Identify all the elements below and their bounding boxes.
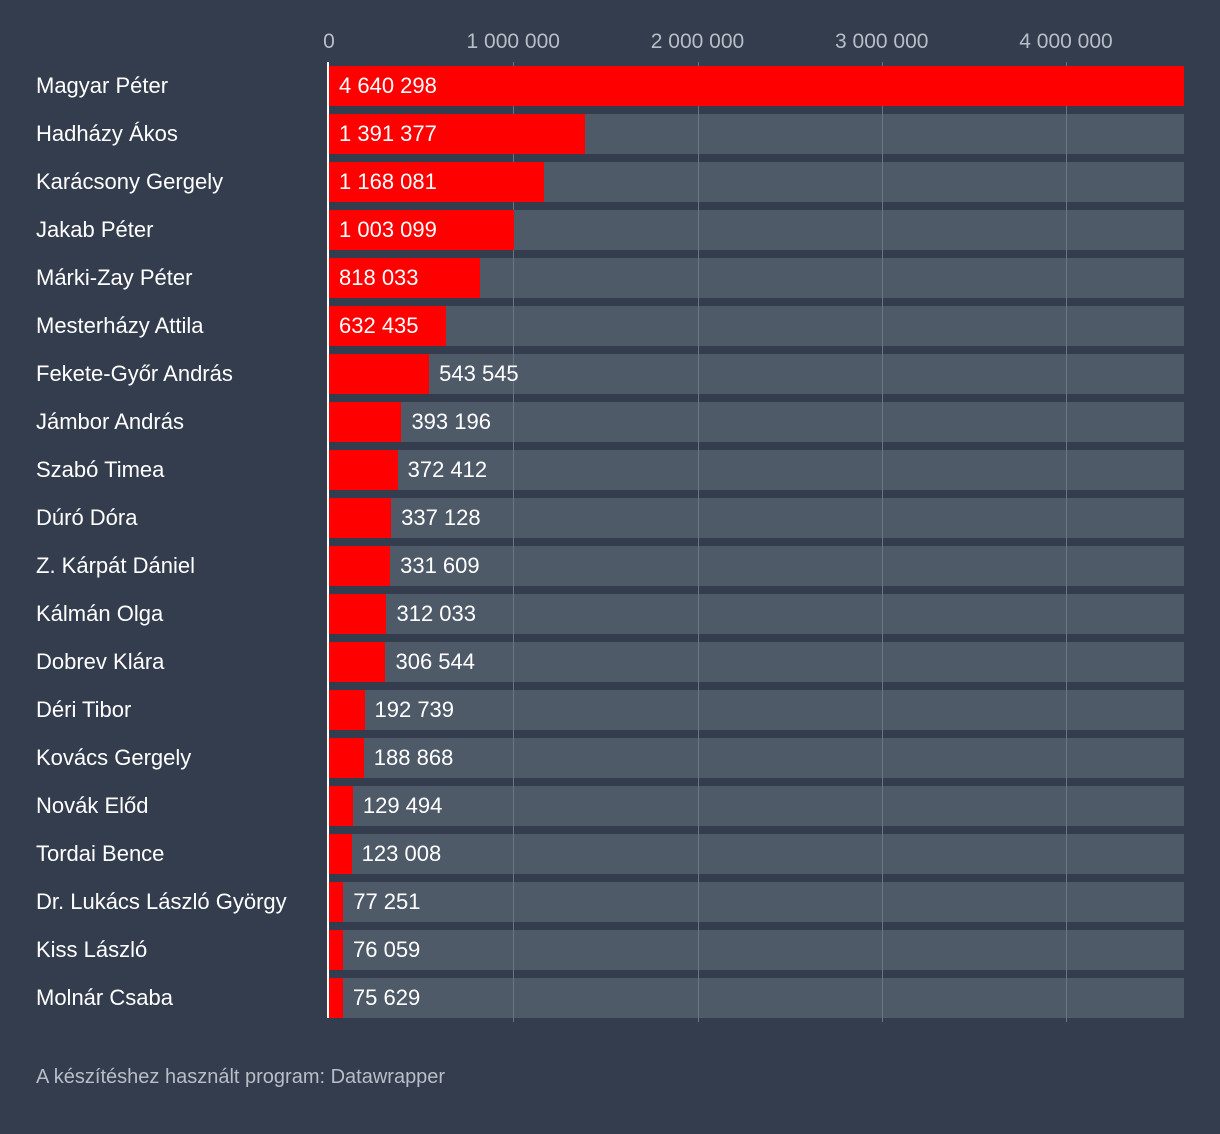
bar[interactable]	[329, 114, 586, 154]
category-label: Mesterházy Attila	[36, 313, 204, 338]
bar-track	[329, 402, 1184, 442]
bar-track	[329, 786, 1184, 826]
data-label: 372 412	[407, 457, 488, 482]
bar-track	[329, 546, 1184, 586]
bar[interactable]	[329, 834, 352, 874]
bar-track	[329, 306, 1184, 346]
x-tick-label: 4 000 000	[1019, 30, 1113, 53]
bar[interactable]	[329, 594, 387, 634]
bar-track	[329, 690, 1184, 730]
bar[interactable]	[329, 882, 344, 922]
x-tick-label: 2 000 000	[650, 30, 745, 53]
category-label: Jámbor András	[36, 409, 184, 434]
bar-track	[329, 834, 1184, 874]
x-gridline	[513, 62, 514, 1022]
data-label: 4 640 298	[339, 73, 437, 98]
bar[interactable]	[329, 978, 343, 1018]
bar-track	[329, 594, 1184, 634]
bar-track	[329, 930, 1184, 970]
bar[interactable]	[329, 498, 392, 538]
bar[interactable]	[329, 258, 480, 298]
category-label: Kiss László	[36, 937, 148, 962]
category-label: Kálmán Olga	[36, 601, 164, 626]
data-label: 306 544	[395, 649, 475, 674]
data-label: 1 168 081	[339, 169, 437, 194]
x-tick-label: 0	[323, 30, 335, 53]
category-label: Déri Tibor	[36, 697, 132, 722]
category-label: Márki-Zay Péter	[36, 265, 193, 290]
bar-track	[329, 498, 1184, 538]
data-label: 77 251	[353, 889, 421, 914]
bar[interactable]	[329, 450, 398, 490]
category-label: Szabó Timea	[36, 457, 165, 482]
data-label: 818 033	[339, 265, 419, 290]
x-tick-label: 1 000 000	[466, 30, 560, 53]
bar[interactable]	[329, 306, 446, 346]
bar-track	[329, 450, 1184, 490]
data-label: 312 033	[396, 601, 477, 626]
x-gridline	[698, 62, 699, 1022]
bar[interactable]	[329, 642, 386, 682]
bar-track	[329, 882, 1184, 922]
bar[interactable]	[329, 162, 545, 202]
data-label: 393 196	[411, 409, 491, 434]
category-label: Hadházy Ákos	[36, 121, 178, 146]
x-tick-label: 3 000 000	[835, 30, 929, 53]
data-label: 123 008	[361, 841, 442, 866]
bar[interactable]	[329, 66, 1184, 106]
bar-track	[329, 738, 1184, 778]
source-credit: A készítéshez használt program: Datawrap…	[36, 1066, 446, 1088]
x-gridline	[1066, 62, 1067, 1022]
data-label: 337 128	[401, 505, 481, 530]
data-label: 188 868	[373, 745, 454, 770]
bar[interactable]	[329, 546, 391, 586]
bar[interactable]	[329, 210, 514, 250]
x-gridline	[882, 62, 883, 1022]
category-label: Z. Kárpát Dániel	[36, 553, 195, 578]
bar[interactable]	[329, 354, 430, 394]
data-label: 75 629	[352, 985, 421, 1010]
category-label: Jakab Péter	[36, 217, 154, 242]
category-label: Fekete-Győr András	[36, 361, 233, 386]
bar[interactable]	[329, 786, 353, 826]
category-label: Dr. Lukács László György	[36, 889, 287, 914]
data-label: 1 391 377	[339, 121, 437, 146]
category-label: Karácsony Gergely	[36, 169, 224, 194]
category-label: Dúró Dóra	[36, 505, 138, 530]
data-label: 129 494	[362, 793, 443, 818]
data-label: 331 609	[400, 553, 480, 578]
category-label: Kovács Gergely	[36, 745, 192, 770]
bar[interactable]	[329, 690, 365, 730]
data-label: 76 059	[353, 937, 421, 962]
data-label: 543 545	[439, 361, 519, 386]
data-label: 632 435	[339, 313, 419, 338]
bar-track	[329, 978, 1184, 1018]
bar[interactable]	[329, 738, 364, 778]
bar[interactable]	[329, 402, 402, 442]
category-label: Dobrev Klára	[36, 649, 165, 674]
bar[interactable]	[329, 930, 343, 970]
data-label: 1 003 099	[339, 217, 437, 242]
category-label: Magyar Péter	[36, 73, 169, 98]
bar-chart: 0 1 000 000 2 000 000 3 000 000 4 000 000 Mag…	[36, 30, 1184, 1022]
data-label: 192 739	[374, 697, 455, 722]
category-label: Molnár Csaba	[36, 985, 173, 1010]
category-label: Tordai Bence	[36, 841, 165, 866]
category-label: Novák Előd	[36, 793, 149, 818]
bar-track	[329, 642, 1184, 682]
bar-track	[329, 354, 1184, 394]
zero-axis-line	[327, 62, 329, 1018]
